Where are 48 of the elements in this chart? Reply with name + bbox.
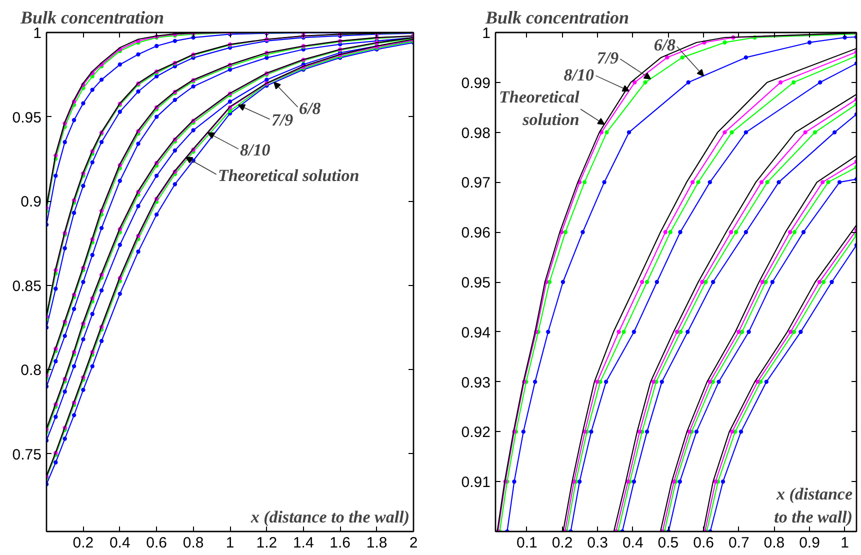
y-tick-label: 0.95 bbox=[12, 109, 42, 126]
y-tick-label: 0.96 bbox=[461, 224, 491, 242]
x-tick-label: 0.4 bbox=[622, 534, 644, 552]
x-tick-label: 0.5 bbox=[658, 534, 679, 552]
chart-title: Bulk concentration bbox=[484, 8, 630, 28]
y-tick-label: 0.94 bbox=[461, 324, 491, 342]
x-tick-label: 0.9 bbox=[799, 534, 820, 552]
annotation: 7/9 bbox=[271, 110, 294, 130]
y-tick-label: 0.85 bbox=[12, 278, 42, 295]
annotation: 7/9 bbox=[596, 48, 620, 68]
y-tick-label: 1 bbox=[482, 25, 490, 42]
x-tick-label: 0.8 bbox=[182, 534, 204, 552]
y-tick-label: 0.9 bbox=[20, 194, 42, 211]
y-tick-label: 0.93 bbox=[461, 374, 491, 392]
x-tick-label: 0.1 bbox=[516, 534, 538, 552]
chart-title: Bulk concentration bbox=[20, 8, 164, 28]
x-axis-title: x (distance to the wall) bbox=[250, 508, 410, 526]
x-tick-label: 1 bbox=[840, 534, 850, 552]
x-tick-label: 0.6 bbox=[693, 534, 714, 552]
y-tick-label: 1 bbox=[33, 25, 42, 42]
y-tick-label: 0.99 bbox=[461, 74, 491, 92]
y-tick-label: 0.75 bbox=[12, 446, 42, 464]
x-tick-label: 0.7 bbox=[728, 534, 750, 552]
annotation: Theoretical solution bbox=[218, 166, 360, 185]
x-tick-label: 1.2 bbox=[256, 534, 278, 552]
x-tick-label: 0.2 bbox=[552, 534, 573, 552]
y-tick-label: 0.95 bbox=[461, 274, 491, 292]
annotation: 6/8 bbox=[299, 98, 322, 118]
x-tick-label: 0.3 bbox=[587, 534, 608, 552]
y-tick-label: 0.98 bbox=[461, 124, 491, 142]
y-tick-label: 0.91 bbox=[461, 474, 491, 492]
annotation: 8/10 bbox=[564, 65, 595, 84]
annotation: 8/10 bbox=[240, 140, 271, 160]
x-tick-label: 0.8 bbox=[764, 534, 785, 552]
annotation: 6/8 bbox=[654, 35, 676, 54]
x-tick-label: 0.6 bbox=[146, 534, 168, 552]
x-tick-label: 1.6 bbox=[330, 534, 351, 552]
y-tick-label: 0.8 bbox=[20, 362, 42, 380]
x-tick-label: 0.2 bbox=[72, 534, 94, 552]
y-tick-label: 0.97 bbox=[461, 174, 491, 192]
x-tick-label: 1.8 bbox=[366, 534, 388, 552]
x-tick-label: 1.4 bbox=[292, 534, 314, 552]
annotation: Theoretical solution bbox=[499, 87, 580, 130]
x-tick-label: 2 bbox=[409, 534, 418, 552]
x-axis-title: x (distance to the wall) bbox=[774, 484, 853, 526]
y-tick-label: 0.92 bbox=[461, 424, 491, 442]
x-tick-label: 0.4 bbox=[109, 534, 130, 552]
x-tick-label: 1 bbox=[226, 534, 234, 552]
